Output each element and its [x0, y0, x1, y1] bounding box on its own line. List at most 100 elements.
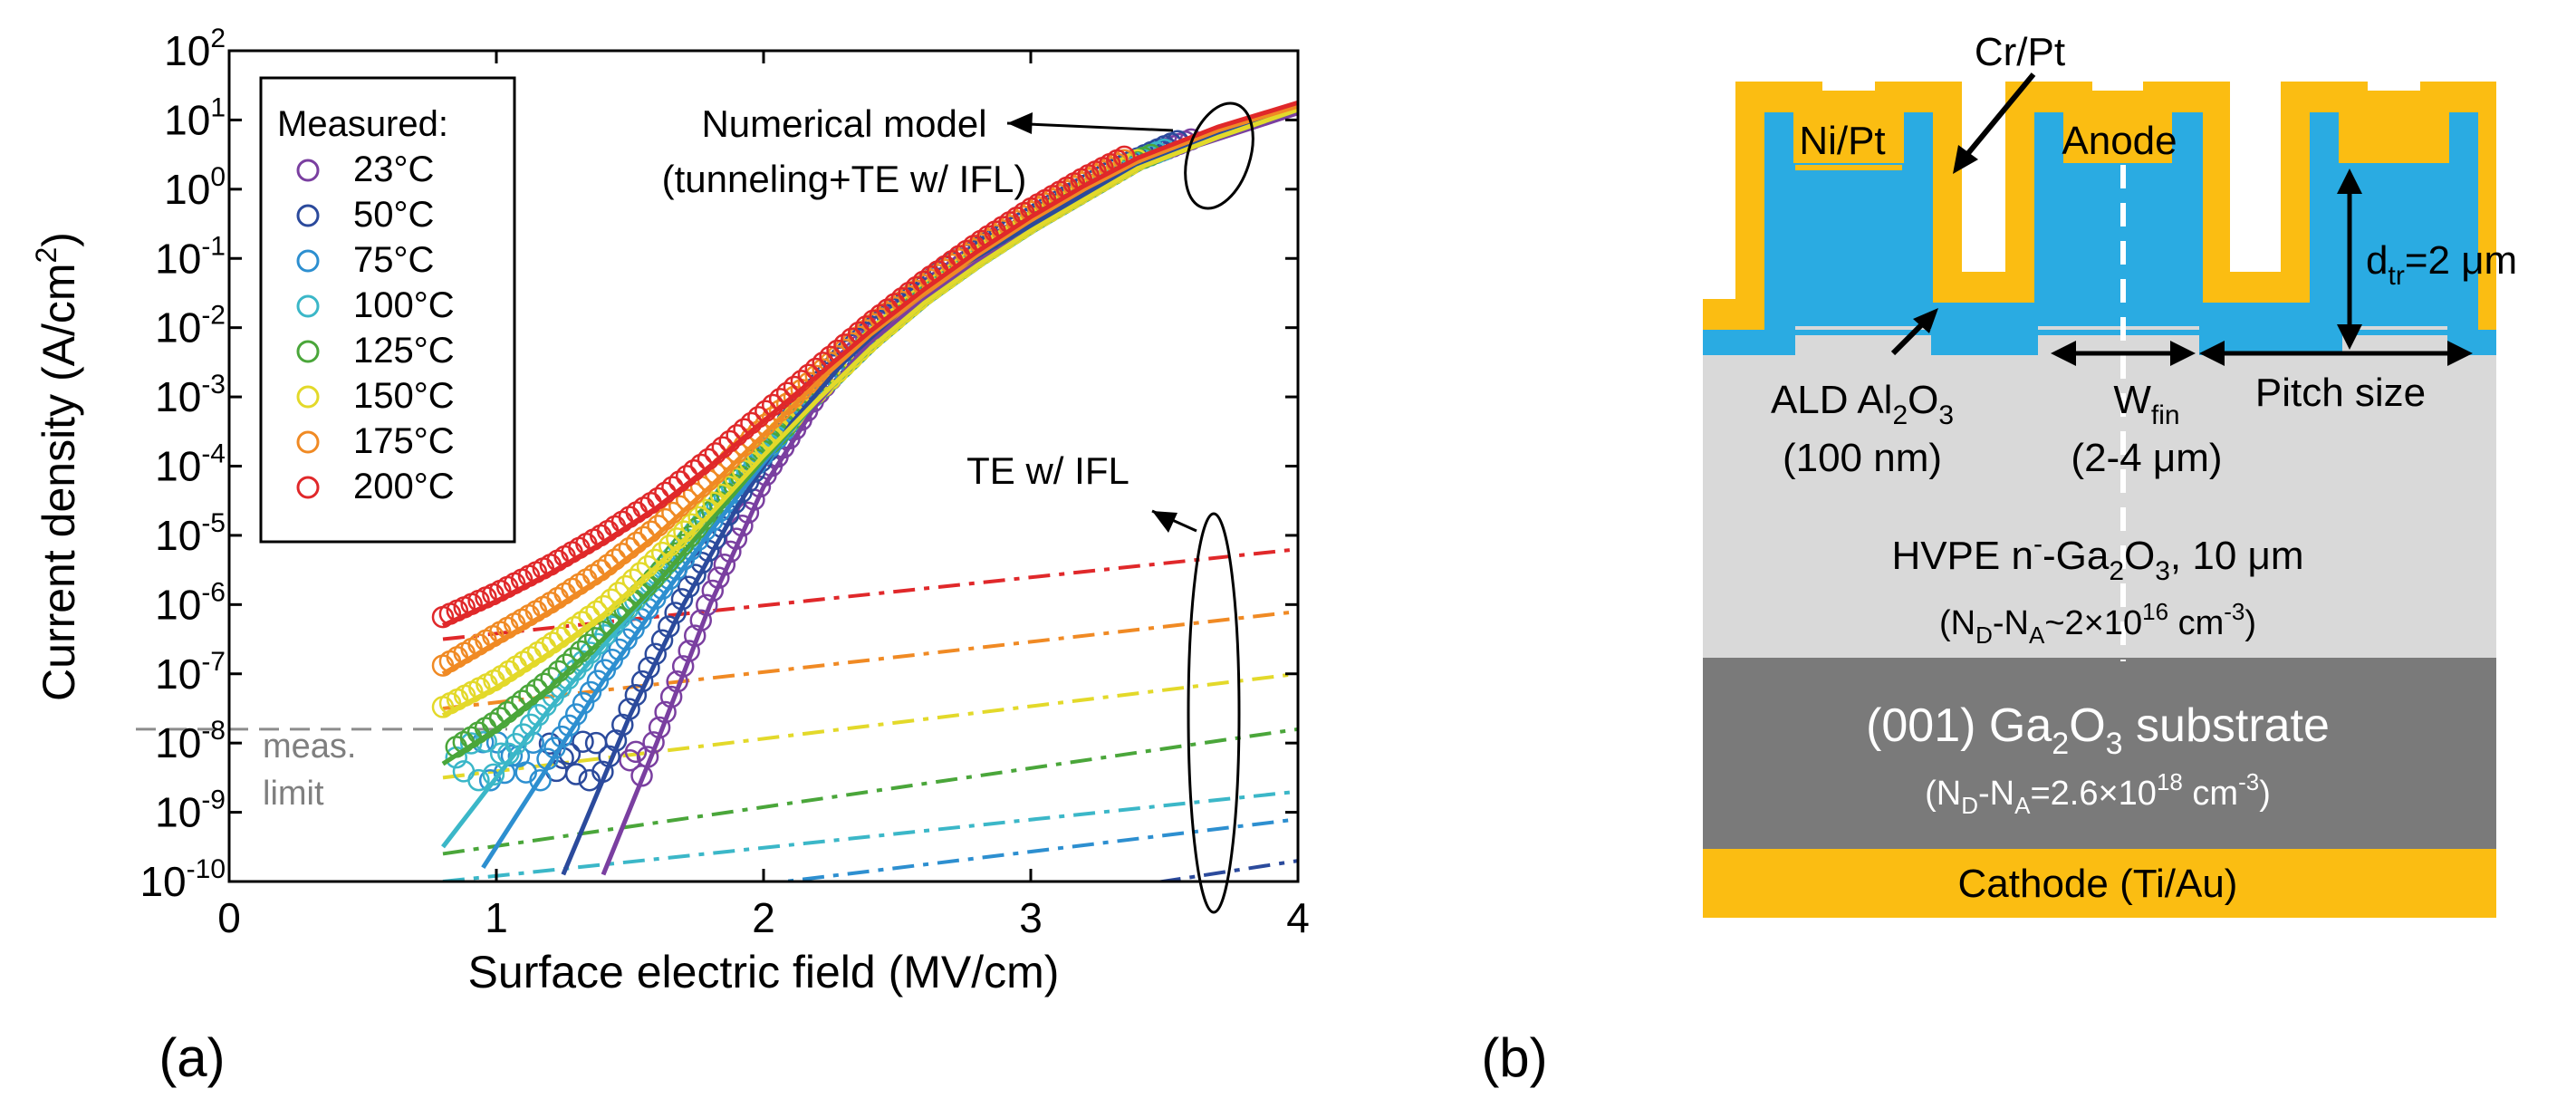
sdop-4: cm: [2183, 775, 2238, 813]
dtr-arrowhead-top: [2337, 169, 2362, 194]
y-tick-label: 10-5: [155, 508, 226, 559]
legend-label: 100°C: [353, 285, 455, 325]
sub-3: substrate: [2123, 699, 2330, 752]
y-tick-exp: 2: [210, 24, 226, 53]
sdop-sup2: -3: [2238, 768, 2259, 795]
wfin-label: Wfin: [2113, 378, 2179, 430]
te-line-175°C: [442, 609, 1298, 710]
sub-2: O: [2069, 699, 2105, 752]
wfin-arrowhead-right: [2170, 341, 2196, 366]
y-tick-base: 10: [164, 96, 210, 143]
sub-1: (001) Ga: [1866, 699, 2052, 752]
dtr-arrowhead-bottom: [2337, 324, 2362, 350]
measured-point-75°C: [529, 769, 552, 792]
legend-marker-75°C: [296, 249, 320, 273]
model-line-175°C: [441, 103, 1298, 676]
cathode-layer: [1703, 849, 2496, 918]
drift-label: HVPE n--Ga2O3, 10 μm: [1891, 529, 2303, 586]
legend-label: 150°C: [353, 376, 455, 416]
y-tick-label: 102: [164, 24, 226, 74]
legend-marker-50°C: [296, 204, 320, 227]
wfin-arrowhead-left: [2051, 341, 2076, 366]
y-tick-label: 10-4: [155, 439, 226, 490]
annot-model-line1: Numerical model: [701, 102, 986, 145]
y-tick-exp: -5: [201, 508, 226, 538]
y-tick-base: 10: [139, 858, 186, 905]
wfin-sub: fin: [2151, 400, 2180, 430]
y-tick-exp: -6: [201, 577, 226, 607]
x-tick-label: 2: [752, 894, 775, 941]
legend-label: 175°C: [353, 421, 455, 461]
measured-point-23°C: [624, 740, 648, 764]
annot-te-label: TE w/ IFL: [966, 449, 1129, 492]
annot-model-arrowhead: [1007, 112, 1033, 134]
sdop-sup: 18: [2157, 768, 2183, 795]
y-axis-label-close: ): [34, 232, 84, 247]
al2o3-liner: [1703, 112, 2496, 355]
ddop-2: -N: [1993, 604, 2029, 642]
y-tick-base: 10: [155, 304, 201, 352]
ddop-sub1: D: [1975, 621, 1993, 649]
y-tick-exp: -8: [201, 716, 226, 746]
ddop-sup2: -3: [2224, 598, 2244, 625]
pitch-arrowhead-right: [2447, 341, 2473, 366]
annot-model-ellipse: [1184, 101, 1254, 210]
y-axis-label-text: Current density (A/cm: [34, 263, 84, 700]
legend-items: 23°C 50°C 75°C 100°C 125°C 150°C 175°C 200°C: [296, 149, 455, 506]
legend-marker-23°C: [296, 159, 320, 182]
pitch-arrowhead-left: [2199, 341, 2225, 366]
hvpe-3: O: [2124, 534, 2155, 578]
legend-label: 23°C: [353, 149, 434, 189]
sdop-1: (N: [1925, 775, 1961, 813]
annot-te-ellipse: [1187, 512, 1241, 914]
y-tick-base: 10: [155, 581, 201, 628]
x-tick-label: 1: [485, 894, 508, 941]
drift-layer: [1703, 335, 2496, 658]
x-tick-label: 4: [1286, 894, 1310, 941]
measured-point-75°C: [478, 769, 502, 792]
hvpe-sub1: 2: [2109, 556, 2124, 586]
crpt-pointer-head: [1953, 145, 1978, 174]
legend: Measured: 23°C 50°C 75°C 100°C 125°C 150°C 175…: [259, 76, 516, 544]
pitch-label: Pitch size: [2255, 371, 2426, 415]
te-line-150°C: [442, 671, 1298, 780]
measured-point-50°C: [572, 730, 594, 753]
legend-marker-100°C: [296, 294, 320, 318]
y-tick-exp: -4: [201, 439, 226, 469]
model-lines: [441, 100, 1298, 876]
y-axis-ticks: 10-1010-910-810-710-610-510-410-310-210-…: [139, 24, 1298, 905]
y-tick-label: 10-9: [155, 785, 226, 836]
metal-top-1: [1795, 165, 1902, 170]
y-tick-exp: 1: [210, 92, 226, 122]
measured-point-100°C: [467, 768, 490, 792]
x-tick-label: 0: [217, 894, 241, 941]
annot-model-line2: (tunneling+TE w/ IFL): [662, 158, 1027, 200]
panel-a-label: (a): [159, 1027, 225, 1088]
ddop-1: (N: [1939, 604, 1975, 642]
ald-thickness: (100 nm): [1783, 436, 1942, 480]
legend-label: 75°C: [353, 240, 434, 280]
te-line-125°C: [442, 727, 1298, 856]
y-tick-base: 10: [155, 719, 201, 766]
legend-box: [259, 76, 516, 544]
y-tick-label: 10-10: [139, 854, 226, 905]
y-tick-exp: -7: [201, 647, 226, 677]
ald-label: ALD Al2O3: [1771, 378, 1954, 430]
nipt-label: Ni/Pt: [1799, 119, 1885, 163]
legend-title: Measured:: [277, 104, 448, 144]
y-tick-label: 10-2: [155, 301, 226, 352]
y-tick-label: 100: [164, 162, 226, 213]
ald-sub2: 3: [1938, 400, 1954, 430]
hvpe-1: HVPE n: [1891, 534, 2033, 578]
measured-point-50°C: [538, 732, 562, 756]
sub-sub2: 3: [2106, 727, 2123, 761]
y-tick-exp: -10: [187, 854, 226, 884]
ald-pointer-head: [1913, 308, 1938, 333]
y-tick-label: 10-7: [155, 647, 226, 698]
measured-point-50°C: [564, 763, 588, 785]
y-tick-label: 10-8: [155, 716, 226, 766]
y-tick-exp: -3: [201, 370, 226, 400]
x-tick-label: 3: [1019, 894, 1043, 941]
dtr-sub: tr: [2388, 261, 2404, 291]
